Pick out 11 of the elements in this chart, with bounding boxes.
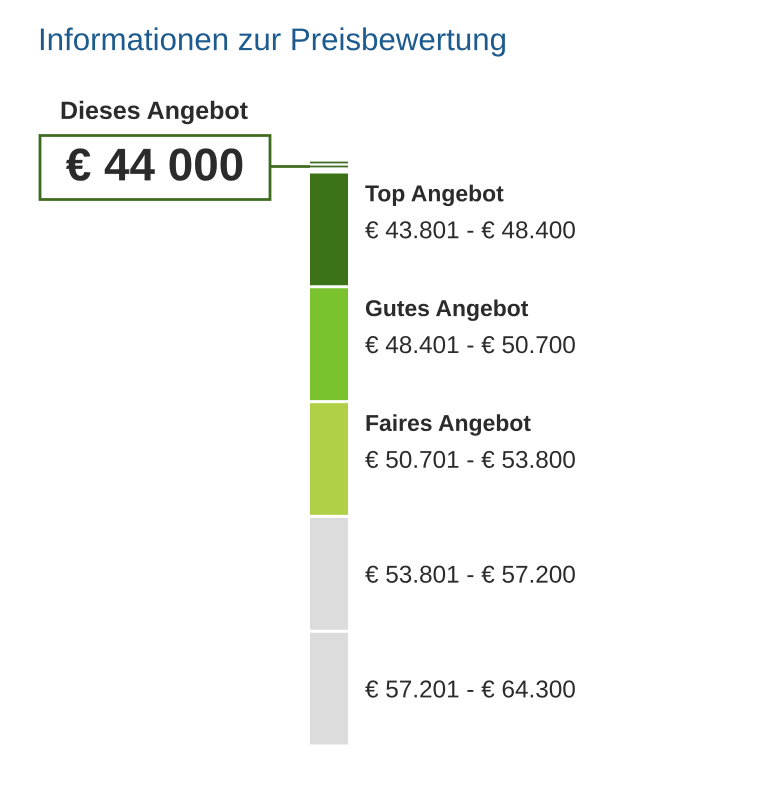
text: € 44 000 — [66, 148, 242, 181]
y-tick-label: € 43.801 - € 48.400 — [365, 221, 575, 238]
text: Faires Angebot — [366, 414, 531, 436]
y-tick-label: € 50.701 - € 53.800 — [365, 450, 575, 468]
chart-title: Informationen zur Preisbewertung — [40, 27, 505, 57]
text: Top Angebot — [365, 184, 504, 206]
y-tick-label: € 53.801 - € 57.200 — [365, 566, 575, 583]
y-tick-label: € 57.201 - € 64.300 — [365, 680, 575, 698]
text: Dieses Angebot — [62, 100, 248, 124]
y-tick-label: € 48.401 - € 50.700 — [365, 336, 575, 354]
text: Gutes Angebot — [366, 299, 528, 321]
